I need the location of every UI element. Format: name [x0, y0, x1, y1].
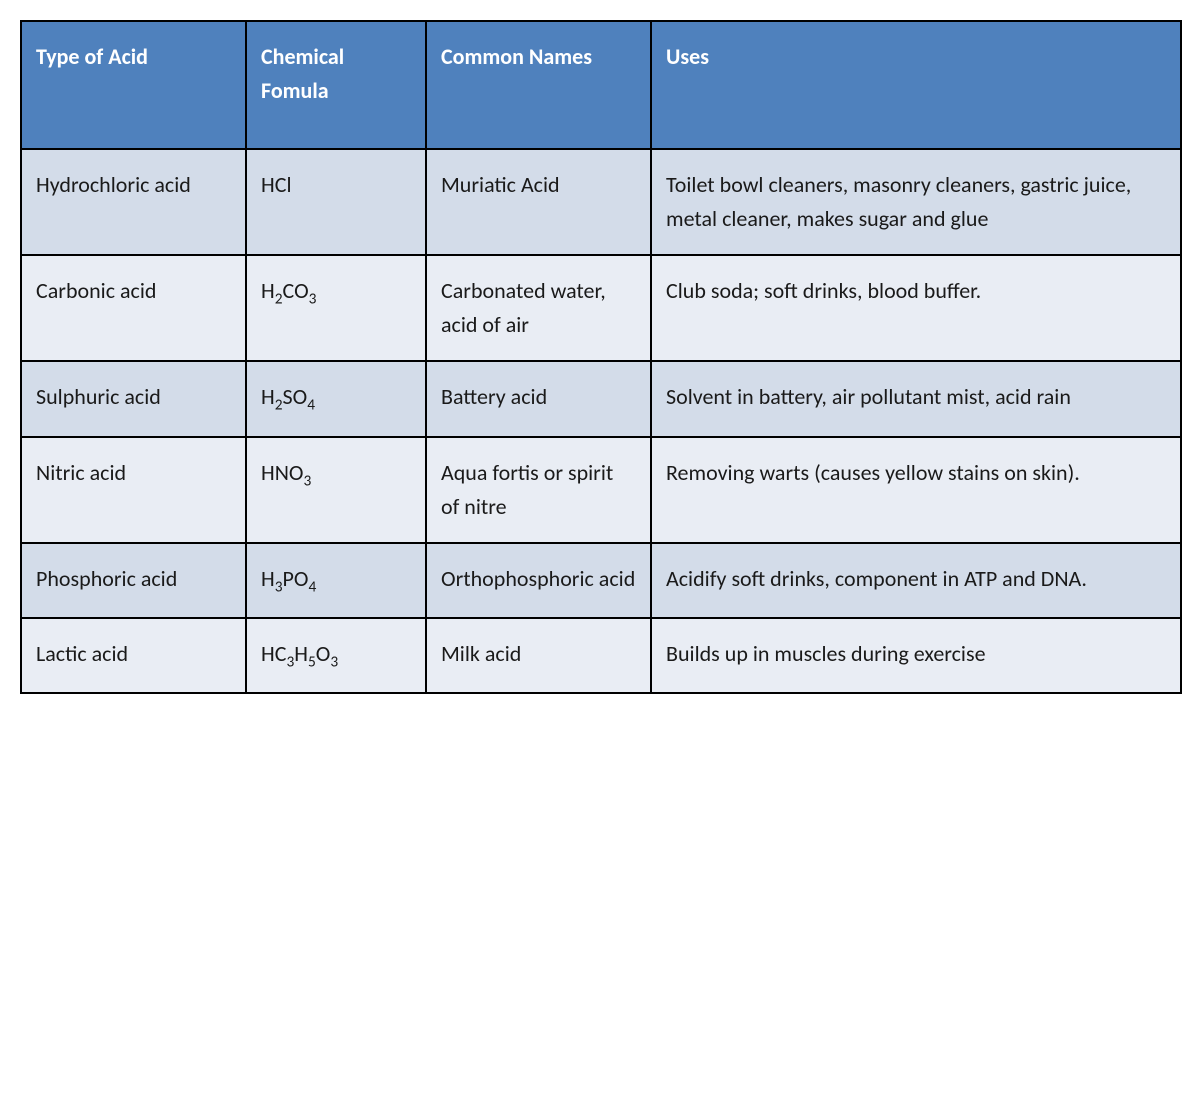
- cell-formula: H2SO4: [246, 361, 426, 436]
- cell-formula: H2CO3: [246, 255, 426, 361]
- cell-formula: HC3H5O3: [246, 618, 426, 693]
- cell-uses: Acidify soft drinks, component in ATP an…: [651, 543, 1181, 618]
- cell-type: Sulphuric acid: [21, 361, 246, 436]
- cell-formula: H3PO4: [246, 543, 426, 618]
- cell-formula: HCl: [246, 149, 426, 255]
- cell-type: Carbonic acid: [21, 255, 246, 361]
- table-row: Hydrochloric acid HCl Muriatic Acid Toil…: [21, 149, 1181, 255]
- cell-type: Phosphoric acid: [21, 543, 246, 618]
- acids-table: Type of Acid Chemical Fomula Common Name…: [20, 20, 1182, 694]
- cell-formula: HNO3: [246, 437, 426, 543]
- cell-type: Hydrochloric acid: [21, 149, 246, 255]
- col-header-formula: Chemical Fomula: [246, 21, 426, 149]
- table-row: Sulphuric acid H2SO4 Battery acid Solven…: [21, 361, 1181, 436]
- cell-type: Nitric acid: [21, 437, 246, 543]
- table-header-row: Type of Acid Chemical Fomula Common Name…: [21, 21, 1181, 149]
- cell-uses: Solvent in battery, air pollutant mist, …: [651, 361, 1181, 436]
- cell-uses: Builds up in muscles during exercise: [651, 618, 1181, 693]
- cell-uses: Toilet bowl cleaners, masonry cleaners, …: [651, 149, 1181, 255]
- cell-common: Milk acid: [426, 618, 651, 693]
- cell-uses: Club soda; soft drinks, blood buffer.: [651, 255, 1181, 361]
- table-row: Phosphoric acid H3PO4 Orthophosphoric ac…: [21, 543, 1181, 618]
- cell-common: Battery acid: [426, 361, 651, 436]
- table-row: Lactic acid HC3H5O3 Milk acid Builds up …: [21, 618, 1181, 693]
- col-header-type: Type of Acid: [21, 21, 246, 149]
- col-header-uses: Uses: [651, 21, 1181, 149]
- cell-common: Aqua fortis or spirit of nitre: [426, 437, 651, 543]
- cell-common: Carbonated water, acid of air: [426, 255, 651, 361]
- col-header-common: Common Names: [426, 21, 651, 149]
- table-row: Carbonic acid H2CO3 Carbonated water, ac…: [21, 255, 1181, 361]
- cell-type: Lactic acid: [21, 618, 246, 693]
- cell-common: Muriatic Acid: [426, 149, 651, 255]
- table-row: Nitric acid HNO3 Aqua fortis or spirit o…: [21, 437, 1181, 543]
- cell-common: Orthophosphoric acid: [426, 543, 651, 618]
- cell-uses: Removing warts (causes yellow stains on …: [651, 437, 1181, 543]
